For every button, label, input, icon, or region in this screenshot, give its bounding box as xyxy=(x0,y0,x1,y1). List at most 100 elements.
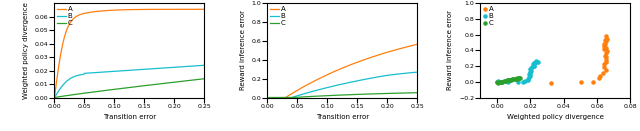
A xyxy=(602,35,612,37)
C xyxy=(264,97,272,98)
A xyxy=(600,54,610,57)
C xyxy=(504,79,514,81)
B xyxy=(493,80,503,83)
Y-axis label: Reward inference error: Reward inference error xyxy=(447,10,454,90)
A xyxy=(353,62,360,63)
B xyxy=(140,69,148,70)
A xyxy=(142,9,150,10)
B xyxy=(353,80,360,82)
C xyxy=(177,81,185,82)
B xyxy=(399,73,407,74)
C xyxy=(511,78,521,80)
A xyxy=(598,45,609,47)
C xyxy=(264,97,271,98)
C xyxy=(495,81,505,83)
A xyxy=(601,40,611,42)
C xyxy=(390,92,397,94)
C xyxy=(492,81,502,83)
C xyxy=(500,80,511,82)
C xyxy=(509,78,519,80)
C xyxy=(504,79,514,81)
A xyxy=(600,39,610,41)
A xyxy=(546,82,556,84)
A xyxy=(413,43,421,45)
A xyxy=(140,9,147,10)
B xyxy=(525,71,535,73)
B xyxy=(526,67,536,69)
B xyxy=(531,60,541,62)
Line: A: A xyxy=(54,9,204,98)
A xyxy=(602,50,612,52)
A xyxy=(140,9,148,10)
B xyxy=(531,61,541,63)
B xyxy=(525,75,535,77)
C xyxy=(502,79,512,81)
B xyxy=(177,66,185,68)
Line: B: B xyxy=(268,72,417,98)
C xyxy=(186,80,194,81)
C xyxy=(506,78,516,81)
C xyxy=(499,80,509,82)
A xyxy=(200,9,208,10)
B xyxy=(264,97,272,98)
A xyxy=(355,61,363,62)
A xyxy=(601,56,611,58)
C xyxy=(355,94,363,95)
C xyxy=(497,81,507,83)
B xyxy=(186,65,194,67)
B xyxy=(526,70,536,72)
B xyxy=(264,97,271,98)
Legend: A, B, C: A, B, C xyxy=(56,5,74,28)
Line: C: C xyxy=(54,79,204,98)
C xyxy=(51,97,59,98)
C xyxy=(513,77,524,79)
Legend: A, B, C: A, B, C xyxy=(269,5,287,28)
B xyxy=(528,63,538,65)
A xyxy=(601,61,611,63)
C xyxy=(140,85,147,87)
B xyxy=(529,62,539,64)
A xyxy=(600,69,611,71)
C xyxy=(493,81,503,84)
B xyxy=(525,73,535,75)
A xyxy=(353,62,360,63)
B xyxy=(531,61,541,63)
A xyxy=(595,75,605,77)
B xyxy=(520,80,530,82)
B xyxy=(523,79,533,81)
C xyxy=(513,77,524,79)
C xyxy=(496,81,506,83)
A xyxy=(601,52,611,54)
B xyxy=(524,76,534,78)
C xyxy=(515,77,525,79)
B xyxy=(522,78,532,80)
A xyxy=(492,81,502,83)
A xyxy=(51,97,58,98)
Y-axis label: Weighted policy divergence: Weighted policy divergence xyxy=(23,2,29,99)
B xyxy=(51,97,58,98)
A xyxy=(51,93,59,95)
X-axis label: Transition error: Transition error xyxy=(103,114,156,120)
C xyxy=(503,79,513,81)
B xyxy=(353,80,360,82)
B xyxy=(533,61,543,63)
C xyxy=(142,85,150,86)
B xyxy=(513,81,523,83)
C xyxy=(512,78,522,80)
C xyxy=(399,92,407,94)
C xyxy=(353,94,360,95)
B xyxy=(355,80,363,81)
A xyxy=(600,42,610,45)
C xyxy=(140,85,148,87)
X-axis label: Weighted policy divergence: Weighted policy divergence xyxy=(507,114,604,120)
B xyxy=(142,68,150,70)
A xyxy=(600,47,611,49)
A xyxy=(599,48,609,50)
Legend: A, B, C: A, B, C xyxy=(482,5,495,28)
B xyxy=(529,65,539,67)
C xyxy=(497,81,508,83)
C xyxy=(51,97,58,98)
C xyxy=(500,80,510,82)
B xyxy=(518,81,528,83)
B xyxy=(200,64,208,66)
